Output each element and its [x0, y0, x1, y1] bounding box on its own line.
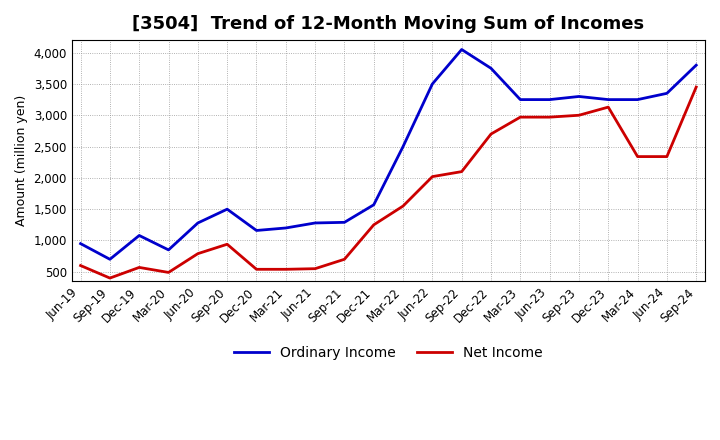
Ordinary Income — [662, 91, 671, 96]
Ordinary Income — [252, 228, 261, 233]
Net Income — [545, 114, 554, 120]
Legend: Ordinary Income, Net Income: Ordinary Income, Net Income — [229, 341, 548, 366]
Ordinary Income — [516, 97, 525, 102]
Net Income — [487, 132, 495, 137]
Ordinary Income — [634, 97, 642, 102]
Net Income — [282, 267, 290, 272]
Line: Net Income: Net Income — [81, 87, 696, 278]
Net Income — [399, 203, 408, 209]
Net Income — [311, 266, 320, 271]
Net Income — [428, 174, 437, 179]
Ordinary Income — [76, 241, 85, 246]
Net Income — [106, 275, 114, 281]
Net Income — [604, 104, 613, 110]
Net Income — [76, 263, 85, 268]
Ordinary Income — [399, 144, 408, 149]
Ordinary Income — [457, 47, 466, 52]
Ordinary Income — [194, 220, 202, 226]
Net Income — [340, 257, 348, 262]
Net Income — [457, 169, 466, 174]
Ordinary Income — [311, 220, 320, 226]
Net Income — [135, 265, 143, 270]
Net Income — [516, 114, 525, 120]
Ordinary Income — [428, 81, 437, 87]
Ordinary Income — [135, 233, 143, 238]
Ordinary Income — [545, 97, 554, 102]
Net Income — [252, 267, 261, 272]
Title: [3504]  Trend of 12-Month Moving Sum of Incomes: [3504] Trend of 12-Month Moving Sum of I… — [132, 15, 644, 33]
Ordinary Income — [487, 66, 495, 71]
Ordinary Income — [692, 62, 701, 68]
Ordinary Income — [164, 247, 173, 253]
Ordinary Income — [604, 97, 613, 102]
Net Income — [575, 113, 583, 118]
Ordinary Income — [223, 206, 232, 212]
Ordinary Income — [106, 257, 114, 262]
Ordinary Income — [282, 225, 290, 231]
Ordinary Income — [369, 202, 378, 207]
Y-axis label: Amount (million yen): Amount (million yen) — [15, 95, 28, 226]
Ordinary Income — [340, 220, 348, 225]
Line: Ordinary Income: Ordinary Income — [81, 50, 696, 259]
Net Income — [634, 154, 642, 159]
Net Income — [662, 154, 671, 159]
Net Income — [369, 222, 378, 227]
Ordinary Income — [575, 94, 583, 99]
Net Income — [164, 270, 173, 275]
Net Income — [223, 242, 232, 247]
Net Income — [692, 84, 701, 90]
Net Income — [194, 251, 202, 256]
